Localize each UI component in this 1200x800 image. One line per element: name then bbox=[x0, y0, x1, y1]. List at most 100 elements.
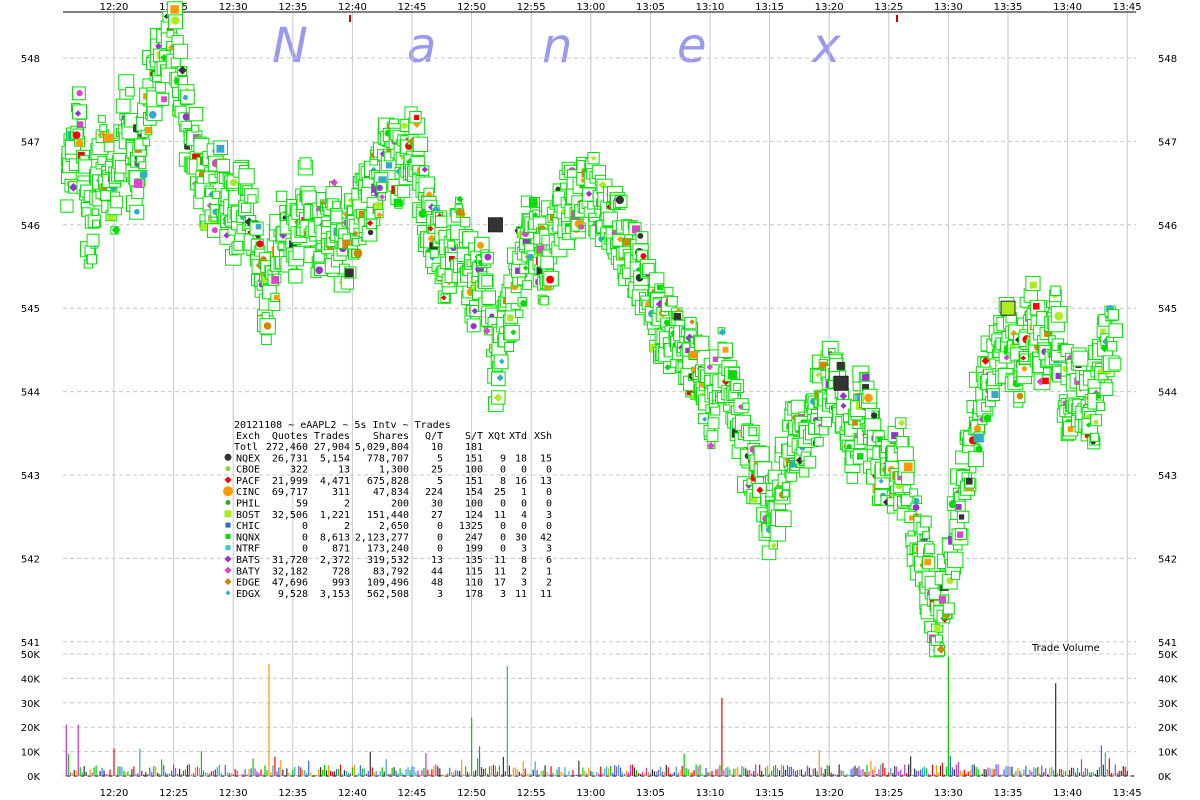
stats-cell: 1 bbox=[546, 566, 552, 577]
x-tick-label-bottom: 12:20 bbox=[100, 788, 129, 799]
stats-cell: 30 bbox=[515, 532, 527, 543]
stats-cell: 124 bbox=[465, 510, 483, 521]
stats-exchange: Totl bbox=[234, 442, 258, 453]
stats-cell: 151 bbox=[465, 476, 483, 487]
trade-marker bbox=[750, 495, 758, 503]
quote-marker bbox=[667, 295, 678, 307]
trade-marker bbox=[846, 443, 852, 450]
x-tick-label-bottom: 12:25 bbox=[159, 788, 188, 799]
trade-marker bbox=[211, 227, 218, 234]
quote-marker bbox=[821, 416, 832, 428]
trade-marker bbox=[956, 531, 964, 538]
stats-cell: 272,460 bbox=[266, 442, 308, 453]
stats-cell: 2,650 bbox=[379, 521, 409, 532]
stats-header: S/T bbox=[465, 431, 483, 442]
trade-marker bbox=[74, 110, 82, 117]
quote-marker bbox=[103, 141, 115, 153]
watermark-letter: x bbox=[810, 18, 841, 74]
trade-marker bbox=[182, 95, 188, 101]
stats-header: Quotes bbox=[272, 431, 308, 442]
y-tick-label-left: 544 bbox=[21, 388, 40, 399]
stats-exchange: CINC bbox=[236, 487, 260, 498]
trade-marker bbox=[862, 384, 870, 392]
quote-marker bbox=[969, 466, 977, 474]
quote-marker bbox=[241, 202, 252, 214]
trade-marker bbox=[702, 416, 708, 422]
trade-marker bbox=[441, 294, 447, 301]
trade-marker bbox=[938, 595, 947, 604]
stats-cell: 0 bbox=[521, 521, 527, 532]
quote-marker bbox=[559, 182, 568, 190]
trade-marker bbox=[728, 370, 738, 379]
quote-marker bbox=[212, 190, 221, 199]
volume-tick-label-left: 30K bbox=[21, 699, 41, 710]
stats-cell: 69,717 bbox=[272, 487, 308, 498]
trade-marker bbox=[1096, 393, 1102, 399]
quote-marker bbox=[1043, 367, 1051, 375]
stats-cell: 0 bbox=[546, 465, 552, 476]
x-tick-label-bottom: 12:30 bbox=[219, 788, 248, 799]
quote-marker bbox=[178, 75, 188, 86]
watermark-letter: a bbox=[407, 18, 436, 74]
quote-marker bbox=[125, 87, 135, 97]
quote-marker bbox=[753, 446, 770, 463]
stats-cell: 0 bbox=[302, 544, 308, 555]
trade-marker bbox=[965, 477, 973, 485]
volume-grid bbox=[63, 653, 1136, 777]
stats-cell: 0 bbox=[500, 465, 506, 476]
watermark-letter: e bbox=[677, 18, 707, 74]
stats-cell: 9,528 bbox=[278, 589, 308, 600]
trade-marker bbox=[975, 445, 983, 453]
quote-marker bbox=[846, 472, 859, 484]
trade-marker bbox=[379, 194, 385, 200]
stats-cell: 200 bbox=[391, 499, 409, 510]
quote-marker bbox=[188, 106, 204, 122]
x-tick-label-bottom: 12:45 bbox=[398, 788, 427, 799]
outlier-trade-marker bbox=[1000, 300, 1016, 316]
stats-exchange: CBOE bbox=[236, 465, 260, 476]
stats-cell: 728 bbox=[332, 566, 350, 577]
quote-marker bbox=[1107, 309, 1119, 321]
trade-marker bbox=[401, 122, 408, 129]
quote-marker bbox=[934, 634, 943, 643]
quote-marker bbox=[435, 215, 448, 228]
quote-marker bbox=[313, 251, 325, 263]
trade-marker bbox=[456, 195, 464, 203]
quote-marker bbox=[921, 531, 930, 539]
trade-marker bbox=[955, 504, 962, 510]
trade-marker bbox=[274, 295, 280, 301]
stats-cell: 3 bbox=[521, 578, 527, 589]
trade-marker bbox=[224, 578, 232, 586]
trade-marker bbox=[1029, 281, 1037, 289]
trade-marker bbox=[225, 533, 231, 539]
volume-tick-label-right: 50K bbox=[1158, 650, 1178, 661]
quote-marker bbox=[115, 98, 131, 114]
trade-marker bbox=[161, 96, 168, 103]
trade-marker bbox=[522, 236, 530, 245]
quote-marker bbox=[1106, 341, 1118, 352]
x-tick-label-bottom: 13:35 bbox=[994, 788, 1023, 799]
trade-marker bbox=[891, 432, 899, 440]
quote-marker bbox=[99, 124, 108, 132]
trade-marker bbox=[155, 42, 162, 50]
trade-marker bbox=[182, 113, 191, 121]
trade-marker bbox=[536, 266, 545, 275]
stats-cell: 115 bbox=[465, 566, 483, 577]
trade-marker bbox=[75, 139, 84, 148]
quote-marker bbox=[774, 510, 792, 528]
trade-marker bbox=[635, 267, 641, 273]
trade-marker bbox=[353, 248, 363, 258]
stats-cell: 110 bbox=[465, 578, 483, 589]
trade-marker bbox=[225, 545, 231, 551]
trade-marker bbox=[178, 65, 187, 75]
quote-marker bbox=[781, 482, 791, 491]
quote-marker bbox=[1099, 382, 1114, 397]
quote-marker bbox=[522, 280, 533, 291]
y-tick-label-right: 541 bbox=[1158, 638, 1177, 649]
price-axis-right: 541 542 543 544 545 546 547 548 bbox=[1158, 54, 1177, 649]
outlier-trade-marker bbox=[833, 375, 849, 391]
stats-header: Shares bbox=[373, 431, 409, 442]
x-tick-label-top: 13:20 bbox=[815, 2, 844, 13]
trade-marker bbox=[657, 284, 663, 291]
trade-marker bbox=[200, 222, 209, 231]
